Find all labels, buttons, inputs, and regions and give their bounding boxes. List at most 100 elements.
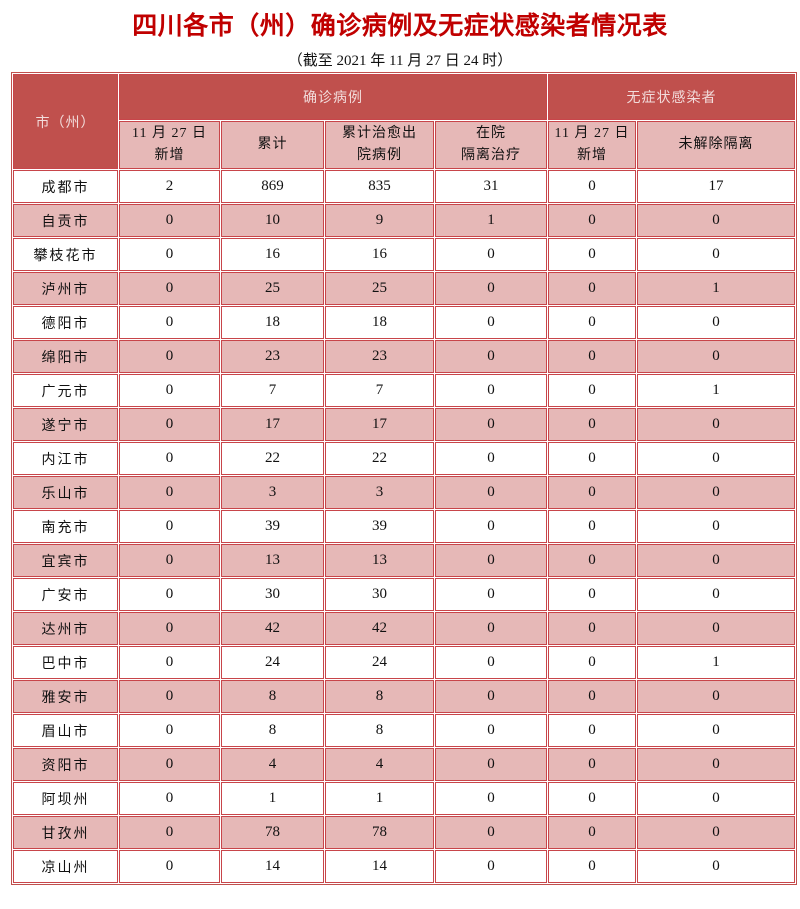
asymptomatic-new-cell: 0 bbox=[548, 714, 636, 747]
table-row: 德阳市 0 18 18 0 0 0 bbox=[13, 306, 795, 339]
hospitalized-cell: 0 bbox=[435, 748, 547, 781]
confirmed-new-cell: 2 bbox=[119, 170, 220, 203]
asymptomatic-isolated-cell: 1 bbox=[637, 374, 795, 407]
cured-total-cell: 17 bbox=[325, 408, 434, 441]
city-name-cell: 乐山市 bbox=[13, 476, 118, 509]
asymptomatic-isolated-cell: 0 bbox=[637, 204, 795, 237]
header-line: 11 月 27 日 bbox=[132, 126, 207, 141]
confirmed-new-cell: 0 bbox=[119, 850, 220, 883]
confirmed-total-cell: 24 bbox=[221, 646, 324, 679]
city-name-cell: 攀枝花市 bbox=[13, 238, 118, 271]
confirmed-total-cell: 3 bbox=[221, 476, 324, 509]
hospitalized-cell: 0 bbox=[435, 782, 547, 815]
hospitalized-header: 在院 隔离治疗 bbox=[435, 121, 547, 169]
confirmed-total-cell: 18 bbox=[221, 306, 324, 339]
asymptomatic-new-cell: 0 bbox=[548, 306, 636, 339]
confirmed-new-cell: 0 bbox=[119, 544, 220, 577]
confirmed-new-cell: 0 bbox=[119, 714, 220, 747]
page-subtitle: （截至 2021 年 11 月 27 日 24 时） bbox=[287, 53, 513, 69]
confirmed-new-cell: 0 bbox=[119, 782, 220, 815]
asymptomatic-new-cell: 0 bbox=[548, 850, 636, 883]
asymptomatic-new-cell: 0 bbox=[548, 782, 636, 815]
confirmed-total-cell: 869 bbox=[221, 170, 324, 203]
city-name-cell: 德阳市 bbox=[13, 306, 118, 339]
table-row: 眉山市 0 8 8 0 0 0 bbox=[13, 714, 795, 747]
table-row: 绵阳市 0 23 23 0 0 0 bbox=[13, 340, 795, 373]
table-row: 乐山市 0 3 3 0 0 0 bbox=[13, 476, 795, 509]
cured-total-cell: 3 bbox=[325, 476, 434, 509]
cured-total-cell: 4 bbox=[325, 748, 434, 781]
hospitalized-cell: 0 bbox=[435, 680, 547, 713]
asymptomatic-new-cell: 0 bbox=[548, 238, 636, 271]
cured-total-cell: 25 bbox=[325, 272, 434, 305]
cured-total-cell: 24 bbox=[325, 646, 434, 679]
confirmed-total-cell: 8 bbox=[221, 680, 324, 713]
hospitalized-cell: 0 bbox=[435, 340, 547, 373]
table-row: 内江市 0 22 22 0 0 0 bbox=[13, 442, 795, 475]
asymptomatic-isolated-cell: 0 bbox=[637, 238, 795, 271]
table-row: 甘孜州 0 78 78 0 0 0 bbox=[13, 816, 795, 849]
asymptomatic-new-cell: 0 bbox=[548, 680, 636, 713]
confirmed-total-cell: 14 bbox=[221, 850, 324, 883]
table-row: 凉山州 0 14 14 0 0 0 bbox=[13, 850, 795, 883]
cured-total-cell: 835 bbox=[325, 170, 434, 203]
asymptomatic-new-cell: 0 bbox=[548, 646, 636, 679]
asymptomatic-isolated-cell: 0 bbox=[637, 340, 795, 373]
cured-total-cell: 8 bbox=[325, 680, 434, 713]
confirmed-new-cell: 0 bbox=[119, 476, 220, 509]
header-line: 累计治愈出 bbox=[342, 126, 417, 141]
header-line: 累计 bbox=[257, 137, 288, 152]
city-name-cell: 广元市 bbox=[13, 374, 118, 407]
city-header: 市（州） bbox=[13, 74, 118, 169]
confirmed-total-cell: 23 bbox=[221, 340, 324, 373]
confirmed-total-cell: 4 bbox=[221, 748, 324, 781]
cases-table: 市（州） 确诊病例 无症状感染者 11 月 27 日新增 累计 累计治愈出 院病例 在院… bbox=[11, 72, 797, 885]
cured-total-cell: 16 bbox=[325, 238, 434, 271]
cured-total-cell: 14 bbox=[325, 850, 434, 883]
header-line: 11 月 27 日 bbox=[554, 126, 630, 141]
header-line: 院病例 bbox=[357, 148, 402, 163]
confirmed-total-cell: 17 bbox=[221, 408, 324, 441]
hospitalized-cell: 0 bbox=[435, 612, 547, 645]
asymptomatic-isolated-cell: 0 bbox=[637, 850, 795, 883]
confirmed-new-cell: 0 bbox=[119, 238, 220, 271]
city-name-cell: 内江市 bbox=[13, 442, 118, 475]
asymptomatic-new-cell: 0 bbox=[548, 510, 636, 543]
asymptomatic-new-cell: 0 bbox=[548, 578, 636, 611]
asymptomatic-isolated-cell: 0 bbox=[637, 544, 795, 577]
asymptomatic-isolated-cell: 0 bbox=[637, 782, 795, 815]
confirmed-total-cell: 39 bbox=[221, 510, 324, 543]
asymptomatic-isolated-cell: 0 bbox=[637, 306, 795, 339]
table-row: 达州市 0 42 42 0 0 0 bbox=[13, 612, 795, 645]
confirmed-new-cell: 0 bbox=[119, 204, 220, 237]
confirmed-total-cell: 10 bbox=[221, 204, 324, 237]
confirmed-new-cell: 0 bbox=[119, 748, 220, 781]
cured-total-cell: 1 bbox=[325, 782, 434, 815]
city-name-cell: 泸州市 bbox=[13, 272, 118, 305]
page-title: 四川各市（州）确诊病例及无症状感染者情况表 bbox=[132, 11, 668, 40]
city-name-cell: 成都市 bbox=[13, 170, 118, 203]
asymptomatic-new-cell: 0 bbox=[548, 748, 636, 781]
confirmed-new-cell: 0 bbox=[119, 816, 220, 849]
confirmed-new-cell: 0 bbox=[119, 306, 220, 339]
hospitalized-cell: 0 bbox=[435, 476, 547, 509]
asymptomatic-isolated-cell: 0 bbox=[637, 680, 795, 713]
hospitalized-cell: 0 bbox=[435, 544, 547, 577]
asymptomatic-new-cell: 0 bbox=[548, 612, 636, 645]
asymptomatic-isolated-cell: 0 bbox=[637, 476, 795, 509]
hospitalized-cell: 0 bbox=[435, 272, 547, 305]
cured-total-cell: 39 bbox=[325, 510, 434, 543]
confirmed-new-cell: 0 bbox=[119, 578, 220, 611]
asymptomatic-isolated-cell: 1 bbox=[637, 272, 795, 305]
hospitalized-cell: 0 bbox=[435, 816, 547, 849]
confirmed-new-cell: 0 bbox=[119, 612, 220, 645]
confirmed-total-cell: 30 bbox=[221, 578, 324, 611]
asymptomatic-isolated-cell: 0 bbox=[637, 578, 795, 611]
asymptomatic-new-cell: 0 bbox=[548, 476, 636, 509]
asymptomatic-isolated-cell: 0 bbox=[637, 714, 795, 747]
asymptomatic-isolated-cell: 0 bbox=[637, 442, 795, 475]
asymptomatic-new-cell: 0 bbox=[548, 544, 636, 577]
asymptomatic-new-cell: 0 bbox=[548, 408, 636, 441]
table-row: 遂宁市 0 17 17 0 0 0 bbox=[13, 408, 795, 441]
cured-total-cell: 23 bbox=[325, 340, 434, 373]
